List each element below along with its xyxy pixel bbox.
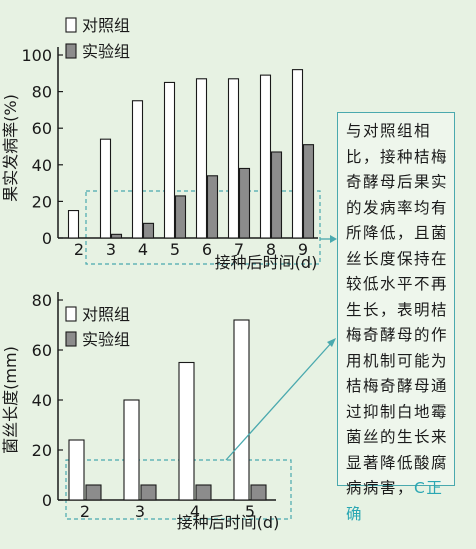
c1-bar-experiment (110, 233, 123, 239)
c1-x-tick-label: 9 (298, 240, 308, 259)
c2-bar-experiment (195, 484, 212, 501)
c2-y-tick-label: 60 (32, 341, 52, 360)
c2-legend-label: 对照组 (82, 305, 130, 324)
c2-y-tick-label: 20 (32, 441, 52, 460)
c2-bar-experiment (250, 484, 267, 501)
c2-legend-label: 实验组 (82, 330, 130, 349)
c1-bar-experiment (270, 151, 283, 239)
c2-y-tick-label: 0 (42, 491, 52, 510)
c1-x-axis-label: 接种后时间(d) (215, 253, 318, 272)
c1-bar-control (227, 78, 240, 239)
c1-bar-control (67, 210, 80, 239)
c1-y-tick-label: 100 (21, 46, 52, 65)
c1-legend-label: 对照组 (82, 16, 130, 35)
c2-bar-experiment (85, 484, 102, 501)
c1-x-tick-label: 2 (74, 240, 84, 259)
c1-y-tick-label: 60 (32, 119, 52, 138)
c1-bar-control (259, 74, 272, 239)
c2-x-tick-label: 4 (190, 502, 200, 521)
c1-y-tick-label: 80 (32, 83, 52, 102)
c1-legend-swatch (65, 43, 77, 59)
c2-bar-control (68, 439, 85, 501)
c2-y-axis-label: 菌丝长度(mm) (1, 346, 20, 454)
c1-y-tick-label: 40 (32, 156, 52, 175)
c2-bar-experiment (140, 484, 157, 501)
c2-legend-swatch (65, 331, 77, 347)
c1-x-tick-label: 5 (170, 240, 180, 259)
c1-bar-control (291, 69, 304, 239)
explanation-tail: C正确 (346, 479, 444, 523)
c2-bar-control (233, 319, 250, 501)
c2-x-tick-label: 3 (135, 502, 145, 521)
c1-y-tick-label: 0 (42, 229, 52, 248)
c1-x-tick-label: 3 (106, 240, 116, 259)
c1-bar-experiment (142, 222, 155, 239)
c1-x-tick-label: 6 (202, 240, 212, 259)
c2-y-tick-label: 80 (32, 291, 52, 310)
c1-x-tick-label: 7 (234, 240, 244, 259)
c2-bar-control (123, 399, 140, 501)
c1-y-tick-label: 20 (32, 192, 52, 211)
c1-bar-control (131, 100, 144, 239)
c1-y-axis-label: 果实发病率(%) (1, 94, 20, 202)
explanation-body: 与对照组相比，接种桔梅奇酵母后果实的发病率均有所降低，且菌丝长度保持在较低水平不… (346, 122, 449, 497)
c2-x-tick-label: 2 (80, 502, 90, 521)
c1-legend-label: 实验组 (82, 42, 130, 61)
c1-bar-control (195, 78, 208, 239)
c1-legend-swatch (65, 17, 77, 33)
c1-bar-experiment (238, 167, 251, 239)
explanation-box: 与对照组相比，接种桔梅奇酵母后果实的发病率均有所降低，且菌丝长度保持在较低水平不… (337, 112, 455, 523)
c1-x-tick-label: 4 (138, 240, 148, 259)
c2-x-tick-label: 5 (245, 502, 255, 521)
connector-line-bottom (225, 340, 334, 461)
c2-legend-swatch (65, 306, 77, 322)
c1-bar-experiment (206, 175, 219, 239)
connector-arrowhead-top (330, 235, 337, 243)
c1-bar-experiment (302, 144, 315, 239)
c2-y-tick-label: 40 (32, 391, 52, 410)
connector-arrowhead-bottom (327, 338, 336, 347)
c2-bar-control (178, 361, 195, 501)
c2-x-axis-label: 接种后时间(d) (177, 513, 280, 532)
c1-bar-control (163, 81, 176, 239)
c1-highlight-box (85, 190, 321, 265)
c1-bar-control (99, 138, 112, 239)
explanation-text: 与对照组相比，接种桔梅奇酵母后果实的发病率均有所降低，且菌丝长度保持在较低水平不… (346, 119, 448, 527)
c1-bar-experiment (174, 195, 187, 239)
c1-x-tick-label: 8 (266, 240, 276, 259)
